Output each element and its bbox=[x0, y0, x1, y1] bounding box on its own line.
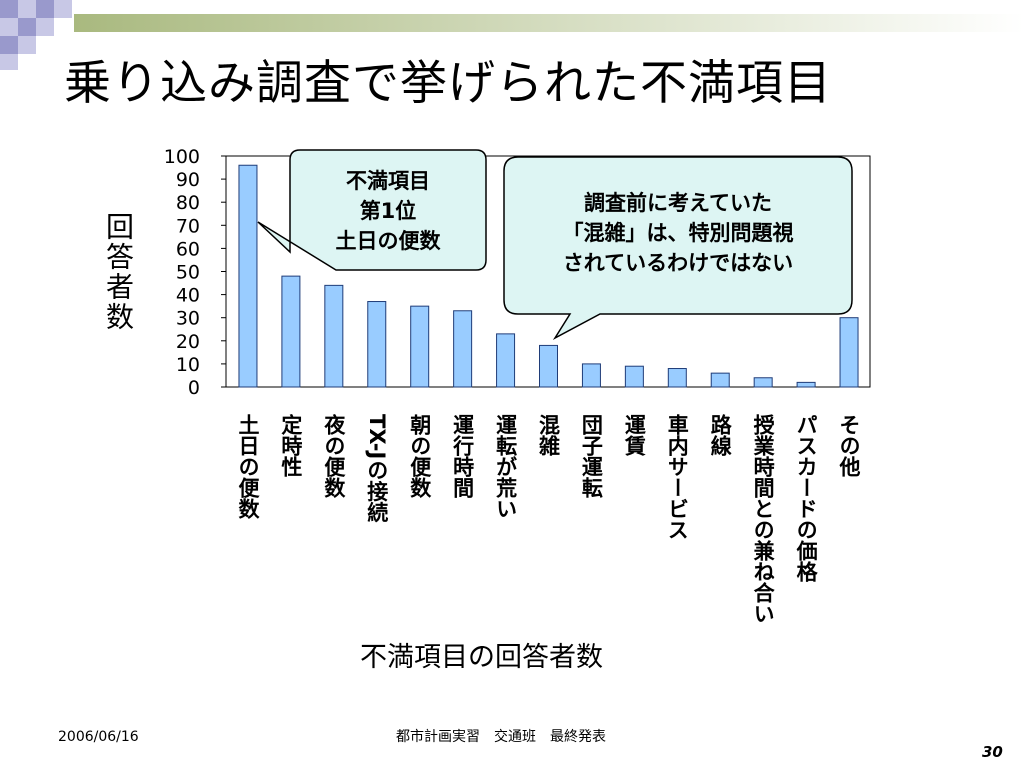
footer-date: 2006/06/16 bbox=[58, 729, 139, 745]
y-tick-label: 20 bbox=[176, 331, 200, 353]
y-tick-label: 10 bbox=[176, 354, 200, 376]
x-axis-labels: 土日の便数 定時性 夜の便数 TX-Jの接続 朝の便数 運行時間 運転が荒い 混雑 団子運転 運賃… bbox=[236, 413, 862, 624]
bar bbox=[796, 381, 816, 388]
bar bbox=[324, 284, 344, 388]
x-tick-label: 車内サービス bbox=[665, 414, 689, 540]
slide-decoration bbox=[0, 0, 1024, 70]
x-tick-label: 路線 bbox=[708, 413, 732, 456]
bar bbox=[238, 164, 258, 388]
bar bbox=[667, 368, 687, 388]
y-axis-title: 回答者数 bbox=[102, 212, 135, 332]
deco-square bbox=[0, 0, 18, 18]
x-tick-label: 土日の便数 bbox=[236, 414, 260, 520]
x-tick-label: その他 bbox=[837, 414, 862, 478]
bar bbox=[753, 377, 773, 388]
callout-line: 「混雑」は、特別問題視 bbox=[562, 221, 794, 245]
bar bbox=[496, 333, 516, 388]
y-tick-label: 40 bbox=[176, 285, 200, 307]
callout-line: されているわけではない bbox=[562, 251, 794, 275]
bar bbox=[539, 344, 558, 388]
x-tick-label: パスカードの価格 bbox=[794, 414, 819, 582]
callout-line: 不満項目 bbox=[346, 169, 430, 193]
callout-line: 土日の便数 bbox=[335, 229, 441, 253]
y-tick-label: 90 bbox=[176, 169, 200, 191]
slide-title: 乗り込み調査で挙げられた不満項目 bbox=[64, 56, 832, 111]
bars bbox=[238, 164, 859, 388]
y-tick-label: 60 bbox=[176, 238, 200, 260]
x-tick-label: 運行時間 bbox=[451, 414, 476, 499]
y-tick-label: 80 bbox=[176, 192, 200, 214]
deco-square bbox=[36, 18, 54, 36]
deco-square bbox=[18, 36, 36, 54]
y-tick-label: 100 bbox=[164, 146, 200, 168]
bar bbox=[367, 301, 387, 388]
x-tick-label: 運転が荒い bbox=[494, 414, 518, 519]
x-tick-label: 朝の便数 bbox=[408, 413, 432, 499]
deco-square bbox=[0, 36, 18, 54]
x-tick-label: 混雑 bbox=[537, 414, 562, 456]
x-tick-label: 定時性 bbox=[279, 413, 303, 478]
footer-presentation-title: 都市計画実習 交通班 最終発表 bbox=[396, 729, 606, 745]
bar bbox=[710, 372, 730, 388]
y-tick-label: 30 bbox=[176, 308, 200, 330]
callout-bubble bbox=[503, 156, 853, 340]
x-tick-label: TX-Jの接続 bbox=[365, 414, 389, 524]
deco-square bbox=[18, 0, 36, 18]
deco-square bbox=[36, 0, 54, 18]
x-axis-title: 不満項目の回答者数 bbox=[360, 642, 603, 673]
deco-square bbox=[54, 0, 72, 18]
bar bbox=[624, 365, 644, 388]
y-tick-label: 0 bbox=[188, 377, 200, 399]
bar bbox=[839, 317, 859, 388]
bar bbox=[453, 310, 473, 388]
x-tick-label: 授業時間との兼ね合い bbox=[751, 414, 775, 624]
callout-line: 調査前に考えていた bbox=[584, 191, 772, 215]
bar bbox=[581, 363, 601, 388]
x-tick-label: 団子運転 bbox=[579, 414, 603, 499]
bar bbox=[281, 275, 301, 388]
deco-square bbox=[0, 18, 18, 36]
deco-square bbox=[0, 54, 18, 70]
callout-line: 第1位 bbox=[359, 199, 417, 223]
callout-bubble bbox=[257, 149, 487, 271]
x-tick-label: 夜の便数 bbox=[322, 413, 347, 499]
bar bbox=[410, 305, 430, 388]
page-number: 30 bbox=[982, 743, 1003, 761]
x-tick-label: 運賃 bbox=[622, 414, 647, 457]
callout-congestion-note: 調査前に考えていた 「混雑」は、特別問題視 されているわけではない bbox=[510, 188, 846, 278]
deco-square bbox=[18, 18, 36, 36]
y-tick-label: 50 bbox=[176, 262, 200, 284]
title-gradient-bar bbox=[74, 14, 1024, 32]
callout-top-complaint: 不満項目 第1位 土日の便数 bbox=[300, 166, 476, 256]
y-tick-label: 70 bbox=[176, 215, 200, 237]
